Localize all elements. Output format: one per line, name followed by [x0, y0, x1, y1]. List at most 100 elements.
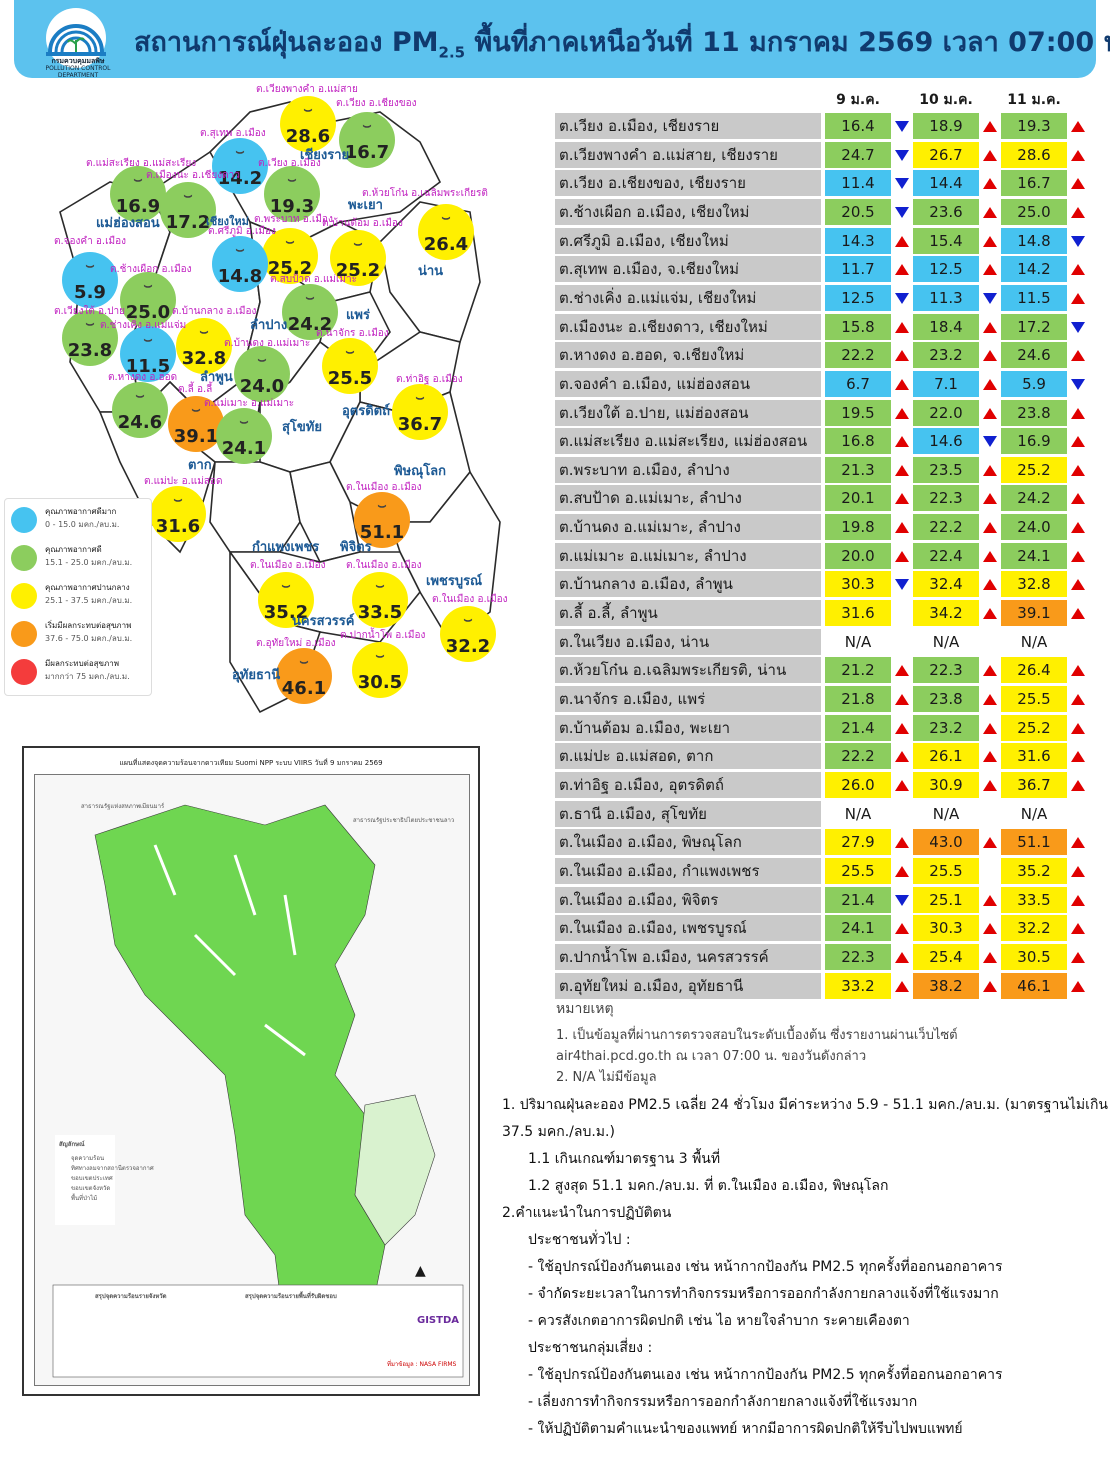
station-dot[interactable]: 32.8 — [176, 318, 232, 374]
pm25-value: 24.1 — [1001, 542, 1067, 569]
station-dot[interactable]: 24.1 — [216, 408, 272, 464]
station-dot[interactable]: 26.4 — [418, 204, 474, 260]
station-label: ต.พระบาท อ.เมือง — [254, 214, 333, 225]
station-name: ต.ในเมือง อ.เมือง, พิษณุโลก — [555, 829, 821, 856]
station-dot[interactable]: 17.2 — [160, 182, 216, 238]
pm25-value: 24.6 — [1001, 342, 1067, 369]
station-dot[interactable]: 28.6 — [280, 96, 336, 152]
hotspot-map-frame: สาธารณรัฐแห่งสหภาพเมียนมาร์ สาธารณรัฐประ… — [34, 774, 470, 1386]
station-name: ต.ท่าอิฐ อ.เมือง, อุตรดิตถ์ — [555, 771, 821, 798]
station-dot[interactable]: 33.5 — [352, 572, 408, 628]
hotspot-source: ที่มาข้อมูล : NASA FIRMS — [387, 1361, 457, 1368]
station-label: ต.ในเมือง อ.เมือง — [346, 560, 422, 571]
arrow-up-icon — [895, 837, 909, 849]
table-row: ต.ปากน้ำโพ อ.เมือง, นครสวรรค์ 22.3 25.4 30.… — [555, 943, 1091, 970]
pm25-value: 24.0 — [1001, 514, 1067, 541]
station-dot[interactable]: 19.3 — [264, 166, 320, 222]
pm25-value: 39.1 — [1001, 600, 1067, 627]
gistda-logo: GISTDA — [417, 1315, 459, 1326]
arrow-up-icon — [983, 407, 997, 419]
station-dot[interactable]: 23.8 — [62, 310, 118, 366]
table-row: ต.ลี้ อ.ลี้, ลำพูน 31.6 34.2 39.1 — [555, 600, 1091, 627]
pm25-value: N/A — [825, 800, 891, 827]
pm25-value: 19.8 — [825, 514, 891, 541]
arrow-up-icon — [983, 579, 997, 591]
pm25-value: 22.0 — [913, 399, 979, 426]
table-row: ต.ห้วยโก๋น อ.เฉลิมพระเกียรติ, น่าน 21.2 22… — [555, 657, 1091, 684]
arrow-up-icon — [1071, 865, 1085, 877]
arrow-down-icon — [1071, 321, 1085, 333]
pm25-value: 24.1 — [825, 915, 891, 942]
station-dot[interactable]: 14.2 — [212, 138, 268, 194]
station-dot[interactable]: 35.2 — [258, 572, 314, 628]
station-dot[interactable]: 16.9 — [110, 166, 166, 222]
station-dot[interactable]: 24.2 — [282, 284, 338, 340]
summary-line: - ควรสังเกตอาการผิดปกติ เช่น ไอ หายใจลำบ… — [528, 1313, 910, 1329]
table-row: ต.ธานี อ.เมือง, สุโขทัย N/A N/A N/A — [555, 800, 1091, 827]
arrow-up-icon — [1071, 837, 1085, 849]
station-dot[interactable]: 31.6 — [150, 486, 206, 542]
table-row: ต.ในเมือง อ.เมือง, กำแพงเพชร 25.5 25.5 35.2 — [555, 857, 1091, 884]
arrow-up-icon — [895, 865, 909, 877]
station-dot[interactable]: 25.0 — [120, 272, 176, 328]
arrow-up-icon — [1071, 493, 1085, 505]
arrow-up-icon — [1071, 751, 1085, 763]
note-1-url: air4thai.pcd.go.th ณ เวลา 07:00 น. ของวั… — [556, 1049, 867, 1064]
arrow-up-icon — [1071, 522, 1085, 534]
station-name: ต.ปากน้ำโพ อ.เมือง, นครสวรรค์ — [555, 943, 821, 970]
station-name: ต.ในเมือง อ.เมือง, กำแพงเพชร — [555, 857, 821, 884]
station-dot[interactable]: 46.1 — [276, 648, 332, 704]
arrow-up-icon — [1071, 178, 1085, 190]
pm25-value: 14.2 — [1001, 256, 1067, 283]
station-dot[interactable]: 25.2 — [330, 230, 386, 286]
arrow-up-icon — [983, 665, 997, 677]
station-dot[interactable]: 25.2 — [262, 228, 318, 284]
arrow-up-icon — [983, 722, 997, 734]
station-label: ต.เวียงใต้ อ.ปาย — [54, 306, 126, 317]
summary-line: - ใช้อุปกรณ์ป้องกันตนเอง เช่น หน้ากากป้อ… — [528, 1367, 1003, 1383]
station-dot[interactable]: 36.7 — [392, 384, 448, 440]
arrow-down-icon — [895, 121, 909, 132]
pm25-value: 31.6 — [825, 600, 891, 627]
table-row: ต.พระบาท อ.เมือง, ลำปาง 21.3 23.5 25.2 — [555, 456, 1091, 483]
north-arrow-icon: ▲ — [415, 1263, 426, 1279]
station-name: ต.นาจักร อ.เมือง, แพร่ — [555, 686, 821, 712]
arrow-up-icon — [895, 493, 909, 505]
province-name: พิจิตร — [340, 540, 372, 555]
table-row: ต.แม่เมาะ อ.แม่เมาะ, ลำปาง 20.0 22.4 24.1 — [555, 542, 1091, 569]
station-dot[interactable]: 24.0 — [234, 346, 290, 402]
pm25-value: 23.2 — [913, 342, 979, 369]
station-dot[interactable]: 25.5 — [322, 338, 378, 394]
station-dot[interactable]: 32.2 — [440, 606, 496, 662]
station-dot[interactable]: 14.8 — [212, 236, 268, 292]
station-name: ต.บ้านดง อ.แม่เมาะ, ลำปาง — [555, 514, 821, 541]
station-name: ต.สุเทพ อ.เมือง, จ.เชียงใหม่ — [555, 256, 821, 283]
station-name: ต.ธานี อ.เมือง, สุโขทัย — [555, 800, 821, 827]
arrow-up-icon — [983, 923, 997, 935]
station-dot[interactable]: 5.9 — [62, 252, 118, 308]
pm25-value: 21.3 — [825, 456, 891, 483]
pm25-value: 23.5 — [913, 456, 979, 483]
station-label: ต.สุเทพ อ.เมือง — [200, 128, 266, 139]
station-label: ต.จองคำ อ.เมือง — [54, 236, 126, 247]
station-dot[interactable]: 39.1 — [168, 396, 224, 452]
pm25-value: 25.2 — [1001, 456, 1067, 483]
summary-line: 1. ปริมาณฝุ่นละออง PM2.5 เฉลี่ย 24 ชั่วโ… — [502, 1097, 1108, 1113]
station-label: ต.ช้างเผือก อ.เมือง — [110, 264, 192, 275]
station-dot[interactable]: 30.5 — [352, 642, 408, 698]
laos-label: สาธารณรัฐประชาธิปไตยประชาชนลาว — [353, 817, 455, 824]
arrow-down-icon — [895, 206, 909, 218]
pm25-value: 22.2 — [825, 342, 891, 369]
station-label: ต.แม่เมาะ อ.แม่เมาะ — [204, 398, 295, 409]
station-dot[interactable]: 16.7 — [339, 112, 395, 168]
station-dot[interactable]: 11.5 — [120, 326, 176, 382]
arrow-up-icon — [1071, 923, 1085, 935]
province-name: พิษณุโลก — [394, 464, 447, 479]
station-dot[interactable]: 51.1 — [354, 492, 410, 548]
pm25-value: 16.7 — [1001, 170, 1067, 197]
station-dot[interactable]: 24.6 — [112, 382, 168, 438]
pm25-value: 16.8 — [825, 428, 891, 455]
arrow-up-icon — [983, 178, 997, 190]
arrow-up-icon — [1071, 779, 1085, 791]
station-name: ต.หางดง อ.ฮอด, จ.เชียงใหม่ — [555, 342, 821, 369]
